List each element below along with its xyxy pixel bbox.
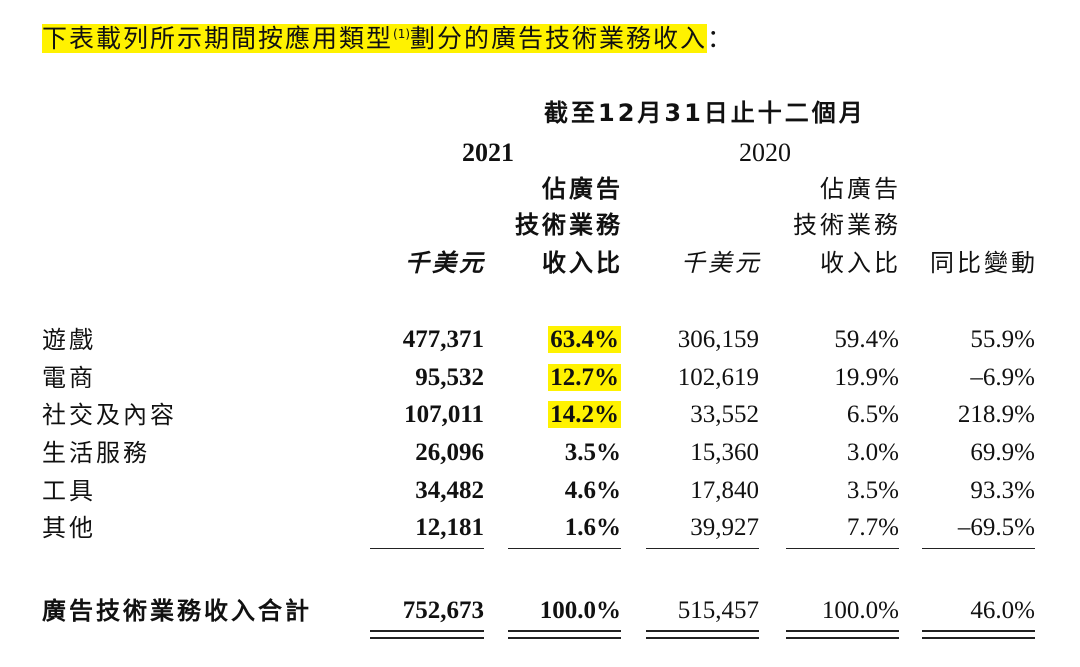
yoy-change: 218.9% (957, 401, 1035, 428)
amount-2020: 39,927 (690, 514, 759, 541)
total-double-rule (922, 630, 1035, 639)
amount-2021: 26,096 (415, 439, 484, 466)
share-2020: 6.5% (846, 401, 899, 428)
total-double-rule (646, 630, 759, 639)
share-header-line3-2021: 收入比 (542, 249, 623, 277)
total-double-rule (370, 630, 484, 639)
share-header-line1-2020: 佔廣告 (820, 175, 901, 203)
amount-2021: 95,532 (415, 364, 484, 391)
table-row: 遊戲 477,371 63.4% 306,159 59.4% 55.9% (0, 322, 1080, 358)
yoy-header: 同比變動 (930, 249, 1038, 277)
share-2021: 3.5% (564, 439, 621, 466)
amount-2021: 12,181 (415, 514, 484, 541)
share-2020: 3.5% (846, 477, 899, 504)
share-header-line2-2021: 技術業務 (515, 211, 623, 239)
highlighted-value: 63.4% (548, 326, 621, 353)
share-2020: 19.9% (834, 364, 899, 391)
share-2021: 4.6% (564, 477, 621, 504)
heading-text: 下表載列所示期間按應用類型 (42, 24, 394, 53)
category-label: 遊戲 (42, 326, 96, 354)
total-yoy-change: 46.0% (970, 597, 1035, 624)
table-row: 電商 95,532 12.7% 102,619 19.9% –6.9% (0, 360, 1080, 396)
amount-header-2021: 千美元 (405, 249, 486, 277)
share-header-line3-2020: 收入比 (820, 249, 901, 277)
year-2021-header: 2021 (462, 138, 514, 167)
share-2021: 1.6% (564, 514, 621, 541)
heading-text-2: 劃分的廣告技術業務收入 (410, 24, 708, 53)
share-2020: 59.4% (834, 326, 899, 353)
subtotal-rule (786, 548, 899, 549)
table-row: 工具 34,482 4.6% 17,840 3.5% 93.3% (0, 473, 1080, 509)
share-header-line2-2020: 技術業務 (793, 211, 901, 239)
yoy-change: –69.5% (957, 514, 1035, 541)
total-share-2020: 100.0% (821, 597, 899, 624)
section-heading: 下表載列所示期間按應用類型(1)劃分的廣告技術業務收入： (42, 18, 735, 53)
highlighted-value: 12.7% (548, 364, 621, 391)
share-2021: 14.2% (508, 397, 621, 433)
total-label: 廣告技術業務收入合計 (42, 597, 312, 625)
category-label: 社交及內容 (42, 401, 177, 429)
share-2020: 3.0% (846, 439, 899, 466)
share-2021: 63.4% (508, 322, 621, 358)
amount-2020: 15,360 (690, 439, 759, 466)
category-label: 其他 (42, 514, 96, 542)
share-header-line1-2021: 佔廣告 (542, 175, 623, 203)
year-2020-header: 2020 (739, 138, 791, 167)
amount-2020: 17,840 (690, 477, 759, 504)
total-double-rule (786, 630, 899, 639)
yoy-change: –6.9% (970, 364, 1035, 391)
share-2021: 12.7% (508, 360, 621, 396)
amount-2021: 477,371 (402, 326, 484, 353)
yoy-change: 69.9% (970, 439, 1035, 466)
amount-2020: 306,159 (677, 326, 759, 353)
category-label: 生活服務 (42, 439, 150, 467)
table-row: 社交及內容 107,011 14.2% 33,552 6.5% 218.9% (0, 397, 1080, 433)
amount-2020: 102,619 (677, 364, 759, 391)
total-amount-2021: 752,673 (402, 597, 484, 624)
footnote-marker: (1) (393, 27, 411, 41)
total-double-rule (508, 630, 621, 639)
yoy-change: 55.9% (970, 326, 1035, 353)
highlighted-value: 14.2% (548, 401, 621, 428)
amount-2020: 33,552 (690, 401, 759, 428)
total-row: 廣告技術業務收入合計 752,673 100.0% 515,457 100.0%… (0, 593, 1080, 629)
category-label: 電商 (42, 364, 96, 392)
amount-header-2020: 千美元 (681, 249, 762, 277)
total-share-2021: 100.0% (539, 597, 621, 624)
total-amount-2020: 515,457 (677, 597, 759, 624)
share-2020: 7.7% (846, 514, 899, 541)
yoy-change: 93.3% (970, 477, 1035, 504)
subtotal-rule (370, 548, 484, 549)
category-label: 工具 (42, 477, 96, 505)
heading-colon: ： (707, 24, 735, 53)
subtotal-rule (922, 548, 1035, 549)
subtotal-rule (508, 548, 621, 549)
subtotal-rule (646, 548, 759, 549)
table-row: 其他 12,181 1.6% 39,927 7.7% –69.5% (0, 510, 1080, 546)
period-header: 截至12月31日止十二個月 (544, 99, 866, 127)
table-row: 生活服務 26,096 3.5% 15,360 3.0% 69.9% (0, 435, 1080, 471)
amount-2021: 34,482 (415, 477, 484, 504)
heading-highlight: 下表載列所示期間按應用類型(1)劃分的廣告技術業務收入 (42, 24, 708, 53)
amount-2021: 107,011 (404, 401, 484, 428)
